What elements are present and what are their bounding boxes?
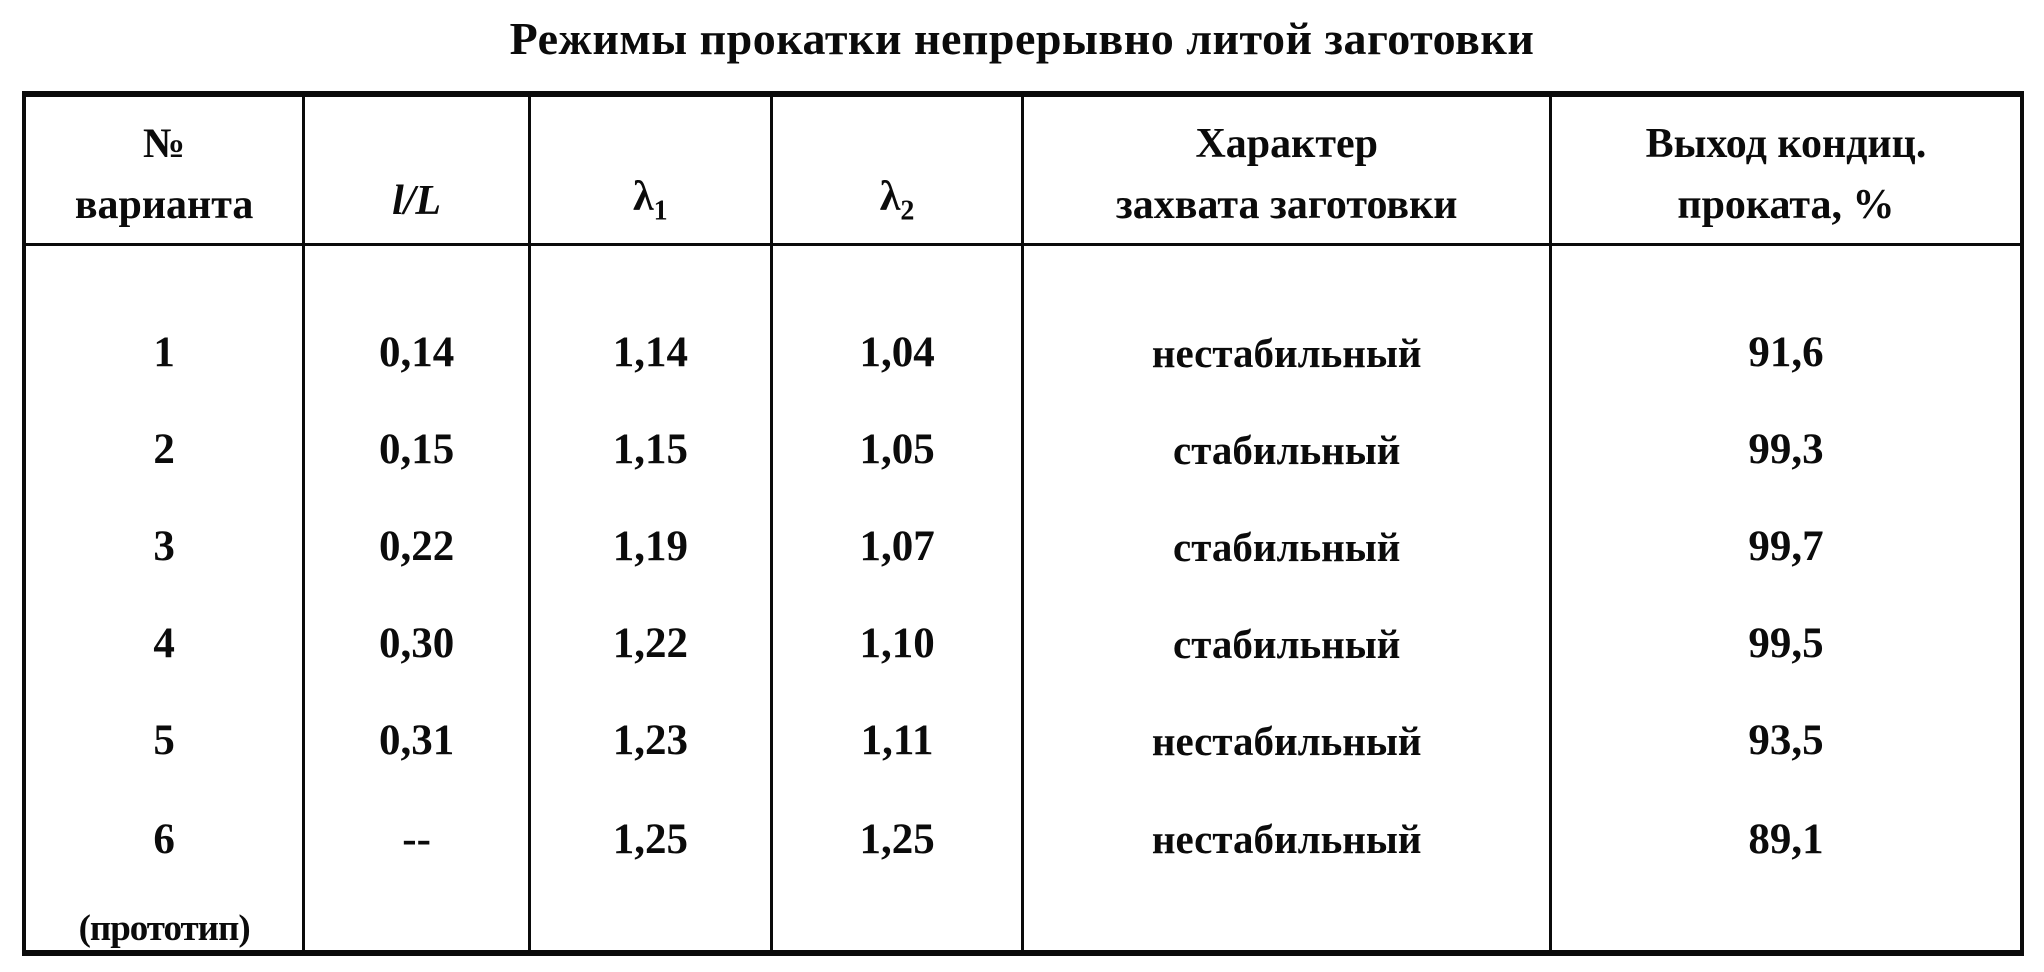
cell-lL: 0,14 [302,244,531,401]
header-yield-line1: Выход кондиц. [1645,121,1927,167]
table-row-prototype: 6 (прототип) -- 1,25 1,25 нестабильный 8… [22,789,2024,953]
prototype-variant-number: 6 [153,815,175,863]
cell-variant: 2 [22,401,306,498]
header-variant: № варианта [22,94,306,246]
cell-lL: 0,15 [302,401,531,498]
header-lambda2-label: λ2 [879,174,915,227]
header-variant-line1: № [143,121,186,167]
cell-variant: 1 [22,244,306,401]
cell-variant: 3 [22,498,306,595]
cell-lambda1: 1,19 [527,498,773,595]
cell-grip: стабильный [1021,401,1552,498]
table-row: 2 0,15 1,15 1,05 стабильный 99,3 [22,401,2024,498]
table-row: 4 0,30 1,22 1,10 стабильный 99,5 [22,595,2024,692]
table-title: Режимы прокатки непрерывно литой заготов… [509,13,1535,64]
header-lL: l/L [302,94,531,246]
cell-lambda1: 1,25 [527,789,773,953]
table-row: 1 0,14 1,14 1,04 нестабильный 91,6 [22,244,2024,401]
header-lambda2: λ2 [769,94,1025,246]
header-lambda1: λ1 [527,94,773,246]
cell-lL: 0,31 [302,692,531,789]
header-lL-label: l/L [392,178,442,225]
cell-variant: 6 (прототип) [22,789,306,953]
table-row: 5 0,31 1,23 1,11 нестабильный 93,5 [22,692,2024,789]
cell-lambda1: 1,22 [527,595,773,692]
header-lambda1-label: λ1 [633,174,668,227]
cell-yield: 91,6 [1548,244,2024,401]
cell-lL: 0,22 [302,498,531,595]
cell-lambda1: 1,14 [527,244,773,401]
cell-variant: 5 [22,692,306,789]
cell-variant: 4 [22,595,306,692]
cell-yield: 93,5 [1548,692,2024,789]
cell-lambda2: 1,10 [769,595,1025,692]
header-variant-line2: варианта [74,181,254,228]
cell-grip: стабильный [1021,498,1552,595]
header-grip-line2: захвата заготовки [1115,181,1458,228]
prototype-note: (прототип) [78,908,251,949]
cell-lL: 0,30 [302,595,531,692]
cell-lambda1: 1,15 [527,401,773,498]
cell-grip: стабильный [1021,595,1552,692]
cell-lambda2: 1,05 [769,401,1025,498]
rolling-modes-table: № варианта l/L λ1 λ2 Характер захвата за [22,91,2024,956]
table-row: 3 0,22 1,19 1,07 стабильный 99,7 [22,498,2024,595]
cell-yield: 99,5 [1548,595,2024,692]
header-grip-line1: Характер [1195,121,1378,167]
header-yield-line2: проката, % [1677,181,1895,228]
cell-lambda2: 1,11 [769,692,1025,789]
header-yield: Выход кондиц. проката, % [1548,94,2024,246]
header-grip: Характер захвата заготовки [1021,94,1552,246]
cell-lambda2: 1,07 [769,498,1025,595]
cell-grip: нестабильный [1021,244,1552,401]
cell-lambda1: 1,23 [527,692,773,789]
header-row: № варианта l/L λ1 λ2 Характер захвата за [22,94,2024,246]
cell-grip: нестабильный [1021,692,1552,789]
cell-yield: 89,1 [1548,789,2024,953]
cell-grip: нестабильный [1021,789,1552,953]
cell-yield: 99,3 [1548,401,2024,498]
cell-lambda2: 1,25 [769,789,1025,953]
cell-lambda2: 1,04 [769,244,1025,401]
cell-yield: 99,7 [1548,498,2024,595]
cell-lL: -- [302,789,531,953]
